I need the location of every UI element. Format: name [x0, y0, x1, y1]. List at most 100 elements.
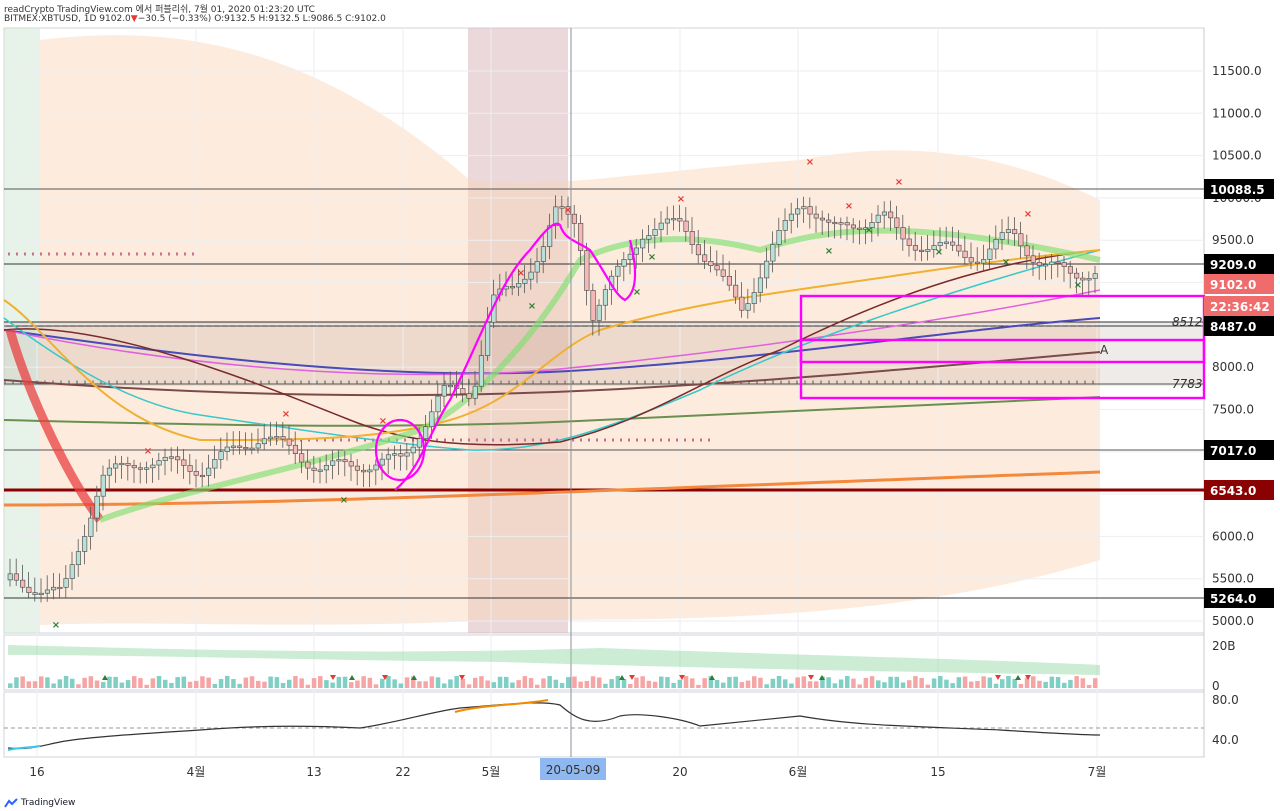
- volume-bar: [745, 680, 751, 688]
- candle: [826, 213, 832, 238]
- candle: [261, 423, 268, 451]
- candle: [305, 449, 311, 480]
- volume-bar: [739, 682, 745, 688]
- candle: [32, 577, 38, 602]
- candle: [621, 252, 627, 282]
- price-axis[interactable]: 11500.011000.010500.010000.09500.09000.0…: [1212, 64, 1262, 628]
- volume-bar: [621, 678, 627, 688]
- candle: [1030, 245, 1036, 277]
- tradingview-logo-icon: [4, 798, 18, 808]
- volume-bar: [993, 683, 999, 688]
- volume-bar: [541, 678, 546, 688]
- signal-x-marker: ×: [528, 301, 536, 312]
- candle: [292, 431, 299, 464]
- candle: [113, 455, 119, 483]
- volume-bar: [615, 676, 621, 688]
- volume-bar: [962, 676, 968, 688]
- signal-x-marker: ×: [648, 252, 656, 263]
- volume-bar: [101, 682, 106, 688]
- candlestick-series[interactable]: [7, 195, 1098, 603]
- volume-bar: [969, 681, 974, 688]
- osc-axis-40: 40.0: [1212, 733, 1239, 747]
- volume-bar: [169, 682, 174, 688]
- candle: [633, 238, 640, 269]
- signal-x-marker: ×: [633, 287, 641, 298]
- price-box-label: 8487.0: [1210, 320, 1256, 334]
- volume-bar: [584, 680, 590, 688]
- volume-bar: [448, 679, 453, 688]
- volume-bar: [510, 682, 515, 688]
- signal-x-marker: ×: [865, 225, 873, 236]
- candle: [813, 205, 819, 233]
- brand-name: TradingView: [21, 798, 76, 808]
- candle: [981, 244, 987, 272]
- volume-bar: [82, 677, 87, 688]
- last-price: 9102.0: [99, 14, 131, 24]
- volume-bar: [342, 676, 348, 688]
- volume-bar: [857, 684, 862, 688]
- candle: [509, 271, 516, 296]
- volume-bar: [559, 683, 565, 688]
- candle: [850, 218, 857, 244]
- candle: [63, 565, 69, 599]
- candle: [1061, 255, 1067, 282]
- candle: [410, 436, 416, 467]
- volume-bar: [45, 677, 50, 688]
- volume-bar: [826, 677, 831, 688]
- candle: [125, 456, 131, 481]
- volume-bar: [1086, 684, 1092, 688]
- candle: [962, 235, 968, 264]
- candle: [875, 205, 881, 237]
- price-box: 9209.0: [1204, 254, 1274, 274]
- candle: [199, 462, 205, 488]
- volume-bar: [386, 676, 391, 688]
- candle: [999, 219, 1005, 251]
- volume-bar: [931, 678, 937, 688]
- signal-x-marker: ×: [144, 446, 152, 457]
- volume-bar: [132, 676, 137, 688]
- ma-cyan: [3, 249, 1101, 451]
- candle: [863, 219, 869, 245]
- volume-bar: [231, 679, 236, 688]
- signal-x-marker: ×: [825, 246, 833, 257]
- annotation-circle[interactable]: [374, 418, 426, 482]
- candle: [714, 250, 720, 276]
- time-tick-label: 13: [306, 765, 321, 779]
- triangle-down-icon: [1025, 675, 1031, 680]
- candle: [1036, 252, 1042, 280]
- price-box: 8487.0: [1204, 316, 1274, 336]
- annotation-curve[interactable]: [394, 222, 637, 491]
- volume-bar: [367, 677, 373, 688]
- candle: [1074, 267, 1080, 294]
- time-axis[interactable]: 16 4월 13 22 5월 20 6월 15 7월: [29, 765, 1106, 779]
- annotation-box-inner[interactable]: [799, 338, 1206, 364]
- volume-bar: [1062, 682, 1067, 688]
- candle: [218, 437, 224, 469]
- candle: [596, 299, 602, 336]
- candle: [950, 226, 956, 251]
- candle: [708, 246, 714, 273]
- candle: [485, 306, 491, 361]
- candle: [646, 224, 652, 253]
- candle: [788, 202, 795, 234]
- candle: [547, 213, 553, 260]
- volume-bar: [1080, 678, 1086, 688]
- candle: [274, 421, 280, 446]
- ema-ribbon-red: [5, 328, 104, 523]
- ema-ribbon-green: [98, 227, 1101, 523]
- symbol-name[interactable]: BITMEX:XBTUSD, 1D: [4, 14, 97, 24]
- candle: [82, 524, 88, 565]
- volume-bar: [659, 676, 664, 688]
- volume-bar: [907, 680, 912, 688]
- volume-bar: [373, 684, 379, 688]
- candle: [652, 218, 658, 249]
- ma-brown: [3, 351, 1101, 397]
- volume-bar: [491, 682, 497, 688]
- volume-bar: [727, 676, 732, 688]
- candle: [801, 196, 807, 223]
- volume-bar: [752, 676, 757, 688]
- volume-bar: [39, 676, 44, 688]
- tradingview-brand[interactable]: TradingView: [4, 798, 75, 808]
- candle: [764, 247, 770, 289]
